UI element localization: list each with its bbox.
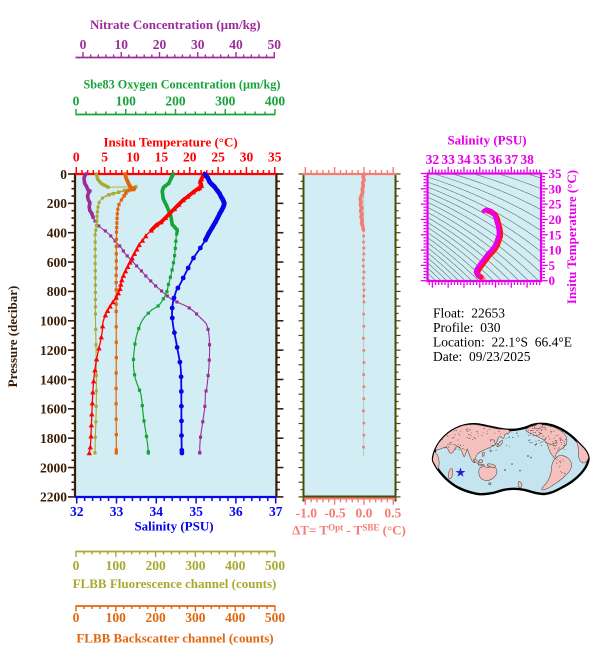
svg-text:0.5: 0.5: [384, 506, 401, 521]
svg-text:30: 30: [240, 150, 254, 165]
svg-text:33: 33: [441, 152, 455, 167]
svg-text:37: 37: [269, 504, 283, 519]
svg-text:ΔT= TOpt - TSBE (°C): ΔT= TOpt - TSBE (°C): [292, 523, 406, 538]
svg-text:0: 0: [73, 558, 80, 573]
svg-text:400: 400: [47, 226, 68, 241]
svg-text:200: 200: [145, 558, 166, 573]
svg-text:100: 100: [106, 558, 127, 573]
svg-text:20: 20: [549, 212, 562, 227]
svg-text:FLBB Backscatter channel (coun: FLBB Backscatter channel (counts): [76, 631, 273, 646]
svg-text:Date: 09/23/2025: Date: 09/23/2025: [433, 349, 531, 364]
svg-text:Float: 22653: Float: 22653: [433, 306, 505, 321]
svg-text:200: 200: [47, 196, 68, 211]
svg-text:600: 600: [47, 255, 68, 270]
svg-text:30: 30: [549, 181, 562, 196]
svg-text:35: 35: [549, 166, 563, 181]
svg-text:20: 20: [183, 150, 197, 165]
svg-text:Pressure (decibar): Pressure (decibar): [5, 286, 20, 388]
svg-text:10: 10: [115, 37, 129, 52]
svg-text:400: 400: [265, 94, 286, 109]
svg-text:-0.5: -0.5: [324, 506, 346, 521]
svg-text:34: 34: [150, 504, 164, 519]
svg-text:200: 200: [145, 610, 166, 625]
svg-text:0: 0: [549, 273, 556, 288]
svg-text:10: 10: [549, 243, 562, 258]
svg-text:800: 800: [47, 284, 68, 299]
svg-text:0: 0: [73, 94, 80, 109]
svg-text:Insitu Temperature (°C): Insitu Temperature (°C): [564, 170, 579, 304]
svg-text:Profile: 030: Profile: 030: [433, 320, 501, 335]
svg-text:36: 36: [229, 504, 243, 519]
svg-text:1400: 1400: [40, 372, 67, 387]
svg-text:300: 300: [185, 610, 206, 625]
svg-text:40: 40: [229, 37, 243, 52]
svg-text:100: 100: [116, 94, 137, 109]
svg-text:15: 15: [155, 150, 169, 165]
svg-text:300: 300: [185, 558, 206, 573]
svg-text:Sbe83 Oxygen Concentration (µm: Sbe83 Oxygen Concentration (µm/kg): [84, 78, 281, 92]
svg-text:-1.0: -1.0: [296, 506, 318, 521]
svg-text:Insitu Temperature (°C): Insitu Temperature (°C): [103, 135, 237, 150]
svg-text:100: 100: [106, 610, 127, 625]
svg-text:Location: 22.1°S 66.4°E: Location: 22.1°S 66.4°E: [433, 334, 572, 349]
svg-text:0: 0: [80, 37, 87, 52]
svg-text:20: 20: [153, 37, 167, 52]
svg-text:Nitrate Concentration (µm/kg): Nitrate Concentration (µm/kg): [90, 17, 261, 32]
svg-text:38: 38: [520, 152, 534, 167]
svg-text:32: 32: [70, 504, 84, 519]
svg-text:0: 0: [73, 150, 80, 165]
svg-text:15: 15: [549, 227, 563, 242]
svg-text:300: 300: [215, 94, 236, 109]
svg-text:25: 25: [211, 150, 225, 165]
svg-text:37: 37: [505, 152, 519, 167]
svg-text:FLBB Fluorescence channel (cou: FLBB Fluorescence channel (counts): [73, 576, 277, 591]
svg-text:50: 50: [268, 37, 282, 52]
svg-text:0.0: 0.0: [355, 506, 372, 521]
svg-text:500: 500: [265, 558, 286, 573]
svg-text:35: 35: [473, 152, 487, 167]
svg-text:1200: 1200: [40, 343, 67, 358]
svg-text:500: 500: [265, 610, 286, 625]
svg-text:1000: 1000: [40, 314, 67, 329]
svg-text:5: 5: [549, 258, 556, 273]
svg-text:25: 25: [549, 197, 563, 212]
svg-text:400: 400: [225, 558, 246, 573]
svg-text:10: 10: [126, 150, 140, 165]
svg-text:1800: 1800: [40, 431, 67, 446]
svg-text:200: 200: [165, 94, 186, 109]
svg-text:33: 33: [110, 504, 124, 519]
svg-text:34: 34: [457, 152, 471, 167]
svg-text:Salinity (PSU): Salinity (PSU): [447, 133, 526, 148]
svg-text:0: 0: [73, 610, 80, 625]
svg-text:30: 30: [191, 37, 205, 52]
svg-text:35: 35: [268, 150, 282, 165]
svg-text:2200: 2200: [40, 490, 67, 505]
svg-text:Salinity (PSU): Salinity (PSU): [134, 519, 213, 534]
svg-text:1600: 1600: [40, 402, 67, 417]
svg-text:36: 36: [489, 152, 503, 167]
svg-text:2000: 2000: [40, 460, 67, 475]
svg-text:32: 32: [426, 152, 440, 167]
svg-text:5: 5: [101, 150, 108, 165]
svg-text:400: 400: [225, 610, 246, 625]
svg-text:0: 0: [60, 167, 67, 182]
svg-text:35: 35: [189, 504, 203, 519]
